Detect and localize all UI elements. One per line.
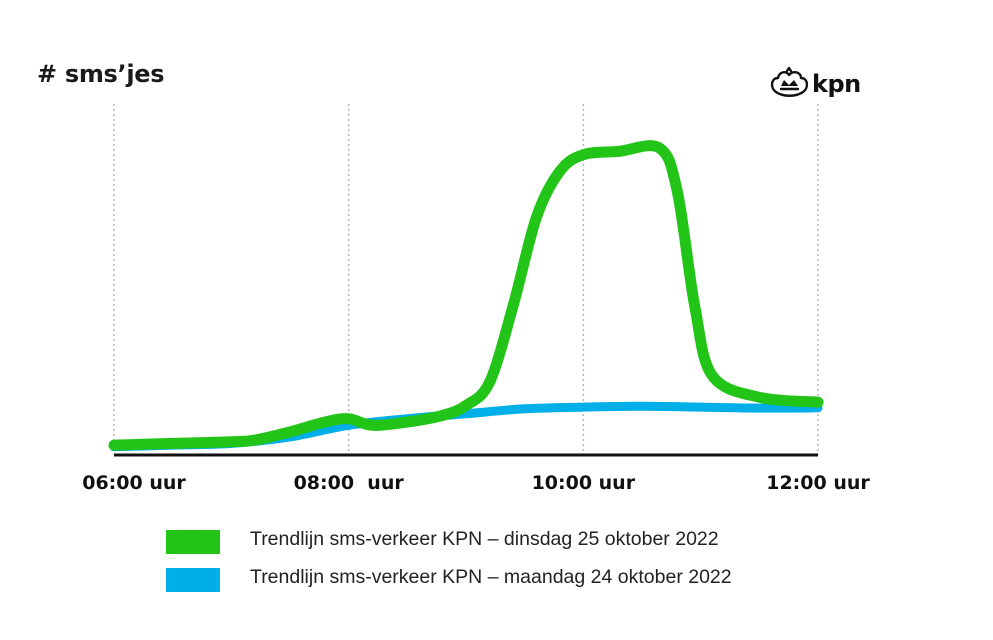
y-axis-label: # sms’jes <box>37 60 165 88</box>
series-line-dinsdag <box>108 140 824 451</box>
legend-swatch-blue <box>166 568 220 592</box>
legend-swatch-green <box>166 530 220 554</box>
kpn-crown-logo <box>770 66 809 97</box>
x-tick-label: 12:00 uur <box>766 472 870 494</box>
x-tick-label: 10:00 uur <box>531 472 636 494</box>
kpn-logo-text: kpn <box>812 70 861 98</box>
x-tick-label: 06:00 uur <box>82 472 186 494</box>
legend-label: Trendlijn sms-verkeer KPN – maandag 24 o… <box>250 566 732 588</box>
x-tick-label: 08:00 uur <box>293 472 404 494</box>
line-chart <box>108 104 824 457</box>
legend-label: Trendlijn sms-verkeer KPN – dinsdag 25 o… <box>250 528 719 550</box>
